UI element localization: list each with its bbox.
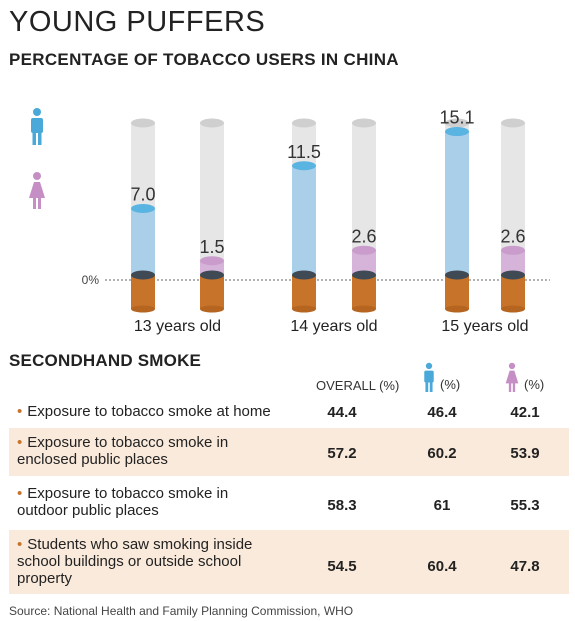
bar-fill [131,208,155,275]
female-value: 42.1 [510,404,540,421]
bar-fill [292,165,316,275]
female-header: (%) [504,362,544,392]
zero-label: 0% [82,273,100,287]
filter-bottom [445,305,469,313]
female-value: 55.3 [510,497,540,514]
cigarette-bar [200,118,224,313]
overall-header: OVERALL (%) [316,378,400,393]
overall-value: 54.5 [327,558,357,575]
tube-cap [131,118,155,128]
female-value: 53.9 [510,445,540,462]
cigarette-filter [131,275,155,309]
row-label: • Exposure to tobacco smoke at home [17,403,271,420]
category-label: 14 years old [290,318,377,335]
filter-bottom [292,305,316,313]
secondhand-title: SECONDHAND SMOKE [9,351,202,370]
filter-bottom [352,305,376,313]
bar-fill-top [445,127,469,137]
cigarette-filter [292,275,316,309]
cigarette-bar [292,118,316,313]
overall-value: 58.3 [327,497,357,514]
bar-fill-top [352,245,376,255]
filter-ring [352,270,376,280]
male-value: 60.4 [427,558,457,575]
value-label: 7.0 [130,185,155,205]
table-row: • Students who saw smoking inside school … [9,530,569,594]
cigarette-bar [352,118,376,313]
overall-value: 57.2 [327,445,357,462]
filter-ring [501,270,525,280]
category-label: 13 years old [134,318,221,335]
bar-fill-top [292,161,316,171]
filter-bottom [131,305,155,313]
cigarette-filter [445,275,469,309]
cigarette-filter [352,275,376,309]
tube-cap [501,118,525,128]
bar-fill [445,131,469,275]
female-header-unit: (%) [524,377,545,392]
filter-ring [200,270,224,280]
female-value: 47.8 [510,558,540,575]
table-row: • Exposure to tobacco smoke in outdoor pu… [9,478,569,528]
male-icon [31,108,43,145]
cigarette-bar [501,118,525,313]
filter-bottom [501,305,525,313]
female-icon [29,172,45,209]
row-label: • Exposure to tobacco smoke in enclosed p… [17,434,229,468]
tube-body [200,123,224,275]
filter-ring [131,270,155,280]
cigarette-bar-chart: 0% 7.0 1.5 11.5 2.6 15.1 2.6 13 years old 14 y… [29,108,550,335]
chart-title: YOUNG PUFFERS [9,6,266,38]
row-label: • Exposure to tobacco smoke in outdoor pu… [17,485,229,519]
cigarette-filter [200,275,224,309]
male-value: 60.2 [427,445,457,462]
male-header-icon [424,362,434,392]
value-label: 1.5 [199,237,224,257]
bar-fill-top [131,204,155,213]
male-value: 61 [433,497,451,514]
overall-value: 44.4 [327,404,357,421]
bar-fill-top [501,245,525,255]
cigarette-bar [131,118,155,313]
value-label: 2.6 [351,226,376,246]
tube-cap [445,118,469,128]
row-label: • Students who saw smoking inside school … [17,536,253,587]
value-label: 11.5 [287,142,321,162]
cigarette-filter [501,275,525,309]
bar-fill-top [200,256,224,266]
chart-subtitle: PERCENTAGE OF TOBACCO USERS IN CHINA [9,50,399,69]
filter-ring [292,270,316,280]
tube-cap [200,118,224,128]
value-label: 15.1 [439,108,474,128]
filter-ring [445,270,469,280]
cigarette-bar [445,118,469,313]
category-label: 15 years old [441,318,528,335]
tube-cap [292,118,316,128]
source-note: Source: National Health and Family Plann… [9,604,354,618]
filter-bottom [200,305,224,313]
male-header: (%) [422,362,460,392]
tube-cap [352,118,376,128]
value-label: 2.6 [500,226,525,246]
male-value: 46.4 [427,404,457,421]
table-row: • Exposure to tobacco smoke at home 44.4 … [9,398,569,426]
female-header-icon [505,362,519,392]
table-row: • Exposure to tobacco smoke in enclosed p… [9,428,569,476]
male-header-unit: (%) [440,377,461,392]
